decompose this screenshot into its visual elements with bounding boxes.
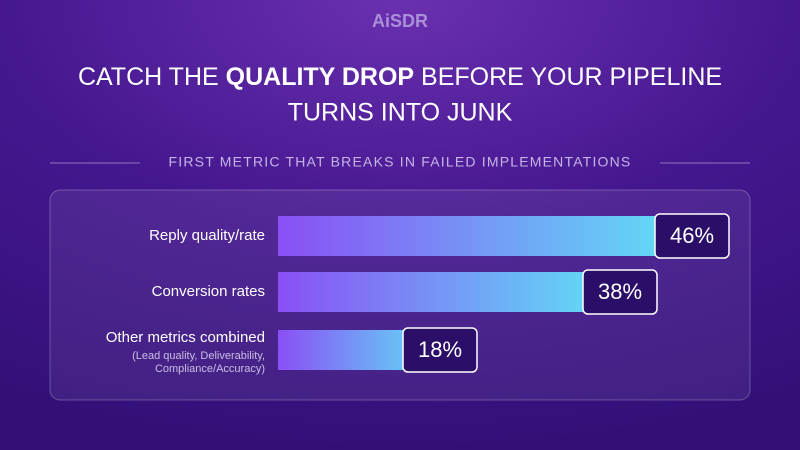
chart-title: TURNS INTO JUNK	[288, 99, 513, 127]
bar	[278, 272, 620, 312]
brand-logo: AiSDR	[372, 11, 428, 31]
category-label: Conversion rates	[152, 283, 265, 300]
title-part: CATCH THE	[78, 63, 226, 91]
category-label: Reply quality/rate	[149, 227, 265, 244]
title-emphasis: QUALITY DROP	[226, 63, 414, 91]
value-label-box	[582, 269, 658, 315]
value-label-box	[654, 213, 730, 259]
category-note: (Lead quality, Deliverability,	[132, 350, 265, 362]
value-label: 38%	[598, 279, 642, 304]
plot: Reply quality/rate 46% Conversion rates 38%…	[106, 213, 730, 375]
value-label: 18%	[418, 337, 462, 362]
chart-subtitle: FIRST METRIC THAT BREAKS IN FAILED IMPLE…	[169, 154, 632, 170]
category-note: Compliance/Accuracy)	[155, 363, 265, 375]
bar	[278, 216, 692, 256]
chart-title: CATCH THE QUALITY DROP BEFORE YOUR PIPEL…	[78, 63, 722, 91]
value-label-box	[402, 327, 478, 373]
category-label: Other metrics combined	[106, 329, 265, 346]
value-label: 46%	[670, 223, 714, 248]
title-part: BEFORE YOUR PIPELINE	[414, 63, 722, 91]
